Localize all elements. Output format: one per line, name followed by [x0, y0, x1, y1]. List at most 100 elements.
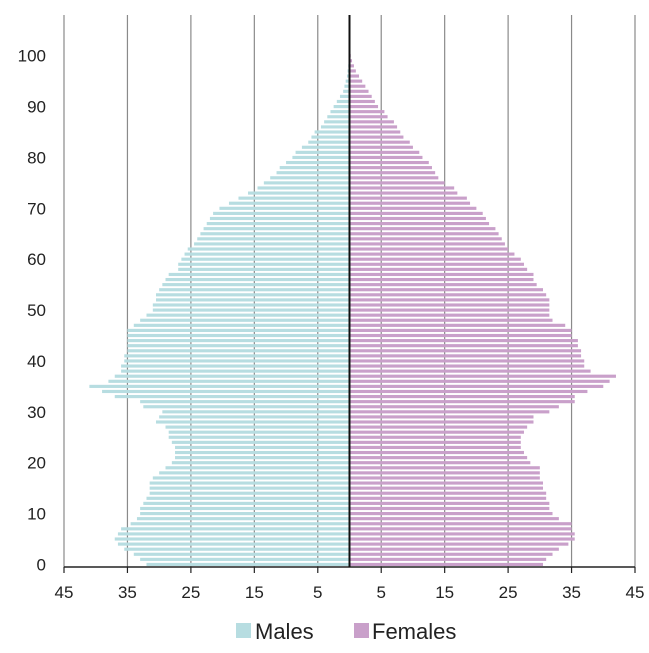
female-bar: [349, 456, 528, 460]
y-tick-label: 70: [27, 199, 46, 218]
female-bar: [349, 537, 575, 541]
male-bar: [127, 328, 350, 333]
male-bar: [344, 84, 350, 88]
male-bar: [197, 237, 350, 241]
male-bar: [333, 104, 350, 109]
legend-label-females: Females: [372, 619, 456, 644]
female-bar: [349, 471, 540, 475]
male-bar: [175, 445, 350, 450]
female-bar: [349, 552, 553, 556]
female-bar: [349, 557, 547, 561]
female-bar: [349, 160, 429, 165]
female-bar: [349, 496, 547, 500]
x-tick-label: 45: [55, 583, 74, 602]
female-bar: [349, 222, 490, 226]
x-tick-label: 25: [181, 583, 200, 602]
male-bar: [270, 176, 350, 180]
female-bar: [349, 369, 591, 373]
male-bar: [194, 242, 350, 246]
male-bar: [140, 400, 350, 404]
female-bar: [349, 303, 550, 307]
male-bar: [143, 405, 350, 409]
male-bar: [330, 110, 350, 114]
male-bar: [136, 517, 350, 521]
x-tick-label: 45: [626, 583, 645, 602]
male-bar: [117, 532, 350, 536]
male-bar: [228, 201, 350, 205]
male-bar: [276, 171, 350, 175]
male-bar: [292, 155, 350, 160]
male-bar: [165, 425, 350, 429]
female-bar: [349, 216, 486, 221]
male-bar: [114, 537, 350, 541]
male-bar: [124, 354, 350, 358]
x-tick-label: 5: [376, 583, 385, 602]
male-bar: [140, 557, 350, 561]
female-bar: [349, 267, 528, 271]
y-tick-label: 100: [18, 47, 46, 66]
male-bar: [117, 542, 350, 546]
male-bar: [140, 512, 350, 516]
male-bar: [143, 501, 350, 505]
x-tick-label: 35: [118, 583, 137, 602]
female-bar: [349, 110, 385, 114]
y-tick-label: 30: [27, 403, 46, 422]
male-bar: [89, 384, 350, 388]
male-bar: [162, 283, 350, 287]
female-bar: [349, 415, 534, 419]
female-bar: [349, 461, 531, 465]
male-bar: [165, 277, 350, 282]
male-bar: [124, 547, 350, 551]
female-bar: [349, 181, 445, 185]
female-bar: [349, 166, 432, 170]
female-bar: [349, 186, 455, 190]
male-bar: [178, 262, 350, 266]
female-bar: [349, 59, 353, 63]
female-bar: [349, 425, 528, 429]
male-bar: [155, 293, 350, 297]
female-bar: [349, 562, 544, 567]
female-bar: [349, 140, 410, 144]
y-tick-label: 0: [37, 555, 46, 574]
female-bar: [349, 547, 559, 551]
male-bar: [339, 94, 350, 98]
female-bar: [349, 120, 394, 124]
legend-label-males: Males: [255, 619, 314, 644]
female-bar: [349, 206, 477, 210]
female-bar: [349, 69, 356, 73]
female-bar: [349, 466, 540, 470]
female-bar: [349, 410, 550, 414]
female-bar: [349, 89, 369, 93]
y-tick-labels: 0 10 20 30 40 50 60 70 80 90 100: [18, 47, 46, 575]
male-bar: [127, 349, 350, 353]
male-bar: [140, 506, 350, 511]
male-bar: [209, 216, 350, 221]
female-bar: [349, 476, 540, 480]
female-bar: [349, 94, 372, 98]
female-bar: [349, 283, 537, 287]
female-bar: [349, 64, 354, 68]
female-bar: [349, 79, 363, 83]
x-tick-labels: 45 35 25 15 5 5 15 25 35 45: [55, 583, 645, 602]
female-bar: [349, 171, 436, 175]
female-bar: [349, 272, 534, 277]
legend-swatch-males: [236, 623, 251, 638]
male-bar: [311, 135, 350, 139]
female-bar: [349, 232, 499, 236]
y-tick-label: 40: [27, 352, 46, 371]
female-bar: [349, 293, 547, 297]
female-bar: [349, 481, 544, 485]
y-tick-label: 10: [27, 505, 46, 524]
male-bar: [257, 186, 350, 190]
female-bar: [349, 491, 547, 495]
female-bar: [349, 501, 550, 505]
male-bar: [155, 298, 350, 302]
male-bar: [146, 496, 350, 500]
male-bar: [124, 359, 350, 363]
male-bar: [149, 491, 350, 495]
female-bar: [349, 344, 578, 348]
male-bar: [133, 552, 350, 556]
female-bar: [349, 196, 467, 200]
